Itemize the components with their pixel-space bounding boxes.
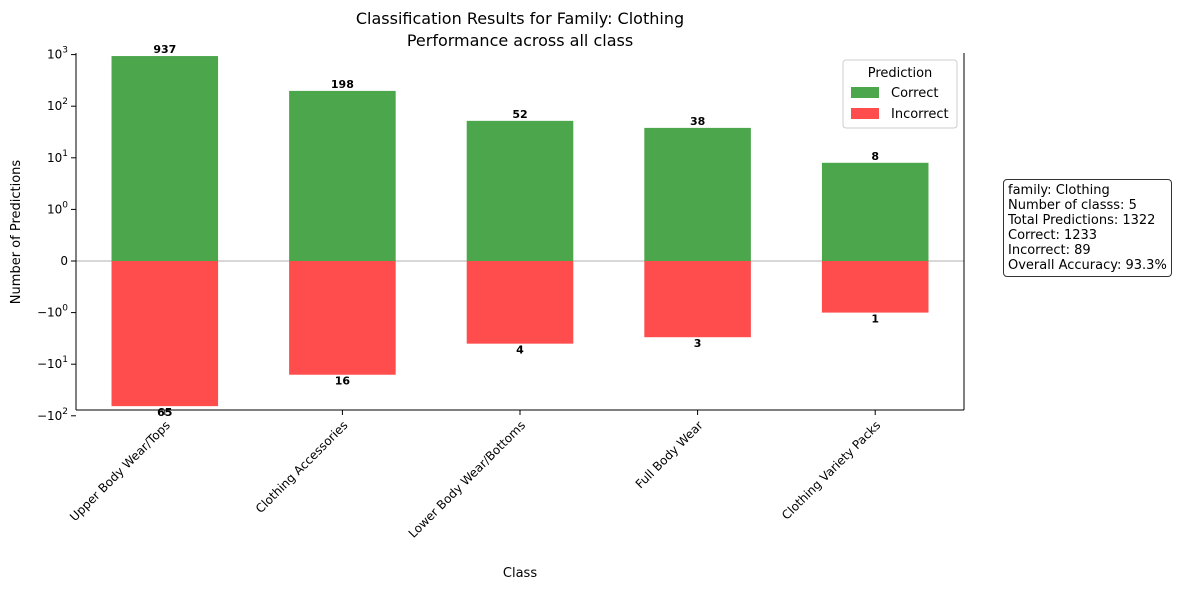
bar-correct (111, 56, 219, 261)
info-total-predictions: Total Predictions: 1322 (1008, 213, 1156, 228)
info-correct: Correct: 1233 (1008, 228, 1098, 243)
legend-swatch-incorrect (851, 108, 879, 119)
x-tick-label: Clothing Accessories (253, 418, 351, 516)
data-label-correct: 198 (331, 78, 354, 91)
info-incorrect: Incorrect: 89 (1008, 243, 1091, 258)
data-label-incorrect: 4 (516, 344, 524, 357)
data-label-correct: 937 (153, 43, 176, 56)
x-tick-labels: Upper Body Wear/Tops Clothing Accessories… (67, 418, 883, 540)
y-axis-label: Number of Predictions (9, 160, 24, 305)
chart-title: Classification Results for Family: Cloth… (356, 9, 684, 28)
bar-correct (289, 90, 396, 261)
y-tick-labels: 103 102 101 100 0 −100 −101 −102 (37, 46, 68, 423)
bar-incorrect (821, 261, 929, 313)
legend-label-incorrect: Incorrect (891, 107, 949, 122)
bar-incorrect (466, 261, 574, 344)
summary-info-box: family: Clothing Number of classs: 5 Tot… (1003, 179, 1172, 277)
data-label-incorrect: 1 (871, 313, 879, 326)
x-tick-label: Upper Body Wear/Tops (67, 418, 173, 524)
y-tick-label: −100 (37, 304, 68, 320)
y-tick-label: 100 (47, 200, 68, 216)
bar-incorrect (111, 261, 219, 407)
legend: Prediction Correct Incorrect (842, 59, 958, 129)
info-accuracy: Overall Accuracy: 93.3% (1008, 258, 1167, 273)
bar-correct (466, 120, 574, 262)
y-tick-label: 101 (47, 149, 68, 165)
info-family: family: Clothing (1008, 183, 1110, 198)
x-tick-label: Clothing Variety Packs (779, 418, 883, 522)
legend-label-correct: Correct (891, 86, 938, 101)
y-tick-label: −101 (37, 355, 68, 371)
x-axis-label: Class (503, 566, 537, 581)
bar-incorrect (644, 261, 751, 338)
x-tick-label: Lower Body Wear/Bottoms (406, 418, 528, 540)
bar-correct (821, 162, 929, 261)
data-label-correct: 38 (690, 115, 705, 128)
legend-title: Prediction (868, 66, 933, 81)
data-label-incorrect: 16 (335, 375, 351, 388)
info-class-count: Number of classs: 5 (1008, 198, 1137, 213)
legend-swatch-correct (851, 87, 879, 98)
x-tick-label: Full Body Wear (633, 418, 706, 491)
y-tick-label: 103 (47, 46, 68, 62)
chart-subtitle: Performance across all class (407, 31, 633, 50)
bar-correct (644, 127, 751, 261)
bar-incorrect (289, 261, 396, 375)
y-tick-label: −102 (37, 407, 68, 423)
data-label-correct: 8 (871, 150, 879, 163)
y-tick-label: 102 (47, 97, 68, 113)
y-tick-label: 0 (60, 254, 68, 268)
data-label-incorrect: 3 (694, 337, 702, 350)
data-label-correct: 52 (512, 108, 527, 121)
